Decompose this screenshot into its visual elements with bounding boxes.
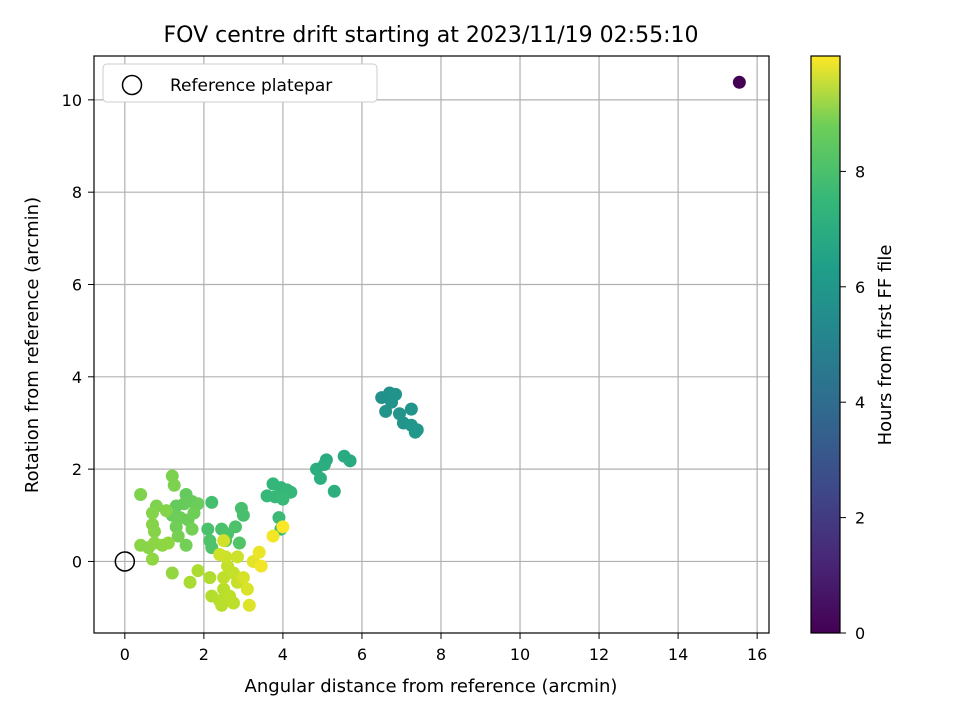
data-point [227, 596, 241, 610]
colorbar-tick-label: 2 [855, 509, 865, 528]
data-point [203, 571, 217, 585]
legend-label: Reference platepar [170, 76, 332, 96]
colorbar-label: Hours from first FF file [875, 245, 896, 446]
data-point [159, 504, 173, 518]
data-point [161, 536, 175, 550]
data-point [191, 564, 205, 578]
x-tick-label: 4 [278, 645, 288, 664]
data-point [252, 545, 266, 559]
data-point [217, 534, 231, 548]
colorbar-tick-label: 8 [855, 162, 865, 181]
data-point [165, 566, 179, 580]
data-point [327, 484, 341, 498]
x-tick-label: 14 [668, 645, 688, 664]
colorbar-gradient [811, 56, 840, 633]
data-point [375, 391, 389, 405]
data-point [242, 598, 256, 612]
data-points [134, 75, 746, 612]
data-point [276, 520, 290, 534]
data-point [732, 75, 746, 89]
data-point [343, 454, 357, 468]
data-point [134, 488, 148, 502]
colorbar-ticks: 0 2 4 6 8 [840, 162, 865, 643]
data-point [276, 492, 290, 506]
data-point [236, 508, 250, 522]
data-point [215, 598, 229, 612]
x-tick-label: 6 [357, 645, 367, 664]
x-tick-label: 12 [589, 645, 609, 664]
plot-frame [93, 55, 770, 634]
data-point [171, 529, 185, 543]
y-tick-label: 10 [62, 91, 82, 110]
data-point [201, 522, 215, 536]
y-tick-label: 0 [72, 552, 82, 571]
data-point [404, 402, 418, 416]
x-axis-label: Angular distance from reference (arcmin) [245, 676, 618, 697]
legend-box [102, 63, 378, 103]
data-point [236, 571, 250, 585]
x-tick-label: 8 [436, 645, 446, 664]
data-point [179, 538, 193, 552]
data-point [213, 548, 227, 562]
y-tick-label: 6 [72, 275, 82, 294]
data-point [185, 522, 199, 536]
gridlines [94, 56, 769, 633]
chart-title: FOV centre drift starting at 2023/11/19 … [164, 23, 699, 48]
legend-marker-icon [121, 74, 143, 96]
y-axis-ticks: 0 2 4 6 8 10 [62, 91, 94, 571]
data-point [254, 559, 268, 573]
data-point [385, 395, 399, 409]
data-point [232, 536, 246, 550]
x-tick-label: 16 [747, 645, 767, 664]
data-point [240, 582, 254, 596]
x-tick-label: 0 [120, 645, 130, 664]
reference-platepar-marker [114, 551, 136, 572]
data-point [313, 471, 327, 485]
data-point [205, 495, 219, 509]
x-tick-label: 2 [199, 645, 209, 664]
plot-background [94, 56, 769, 633]
data-point [183, 575, 197, 589]
colorbar-tick-label: 6 [855, 278, 865, 297]
legend: Reference platepar [102, 63, 378, 103]
data-point [410, 423, 424, 437]
data-point [167, 478, 181, 492]
colorbar-frame [810, 55, 841, 634]
y-tick-label: 2 [72, 460, 82, 479]
y-tick-label: 8 [72, 183, 82, 202]
x-axis-ticks: 0 2 4 6 8 10 12 14 16 [120, 633, 767, 664]
data-point [379, 404, 393, 418]
data-point [145, 552, 159, 566]
data-point [230, 550, 244, 564]
data-point [187, 506, 201, 520]
x-tick-label: 10 [510, 645, 530, 664]
plot-area: 0 2 4 6 8 10 12 14 16 0 2 4 6 8 10 [62, 55, 770, 664]
data-point [217, 571, 231, 585]
y-tick-label: 4 [72, 368, 82, 387]
y-axis-label: Rotation from reference (arcmin) [22, 197, 43, 493]
data-point [145, 506, 159, 520]
colorbar-tick-label: 4 [855, 393, 865, 412]
data-point [266, 529, 280, 543]
colorbar: 0 2 4 6 8 Hours from first FF file [810, 55, 896, 643]
colorbar-tick-label: 0 [855, 624, 865, 643]
data-point [147, 524, 161, 538]
